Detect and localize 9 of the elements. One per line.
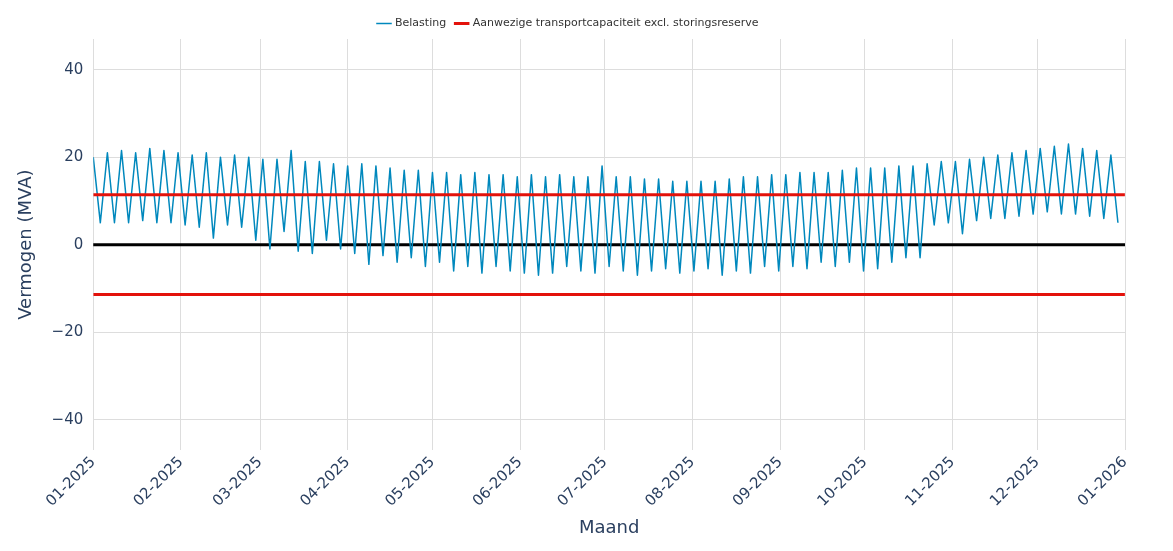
- y-axis-title: Vermogen (MVA): [14, 169, 36, 320]
- y-tick-label: −20: [51, 322, 84, 341]
- y-tick-label: 0: [73, 234, 84, 253]
- y-tick-label: 20: [64, 147, 84, 166]
- legend-label: Belasting: [395, 16, 447, 30]
- legend-label: Aanwezige transportcapaciteit excl. storingsreserve: [472, 16, 759, 30]
- y-tick-label: 40: [64, 59, 84, 78]
- y-tick-label: −40: [51, 409, 84, 428]
- x-axis-title: Maand: [578, 515, 640, 537]
